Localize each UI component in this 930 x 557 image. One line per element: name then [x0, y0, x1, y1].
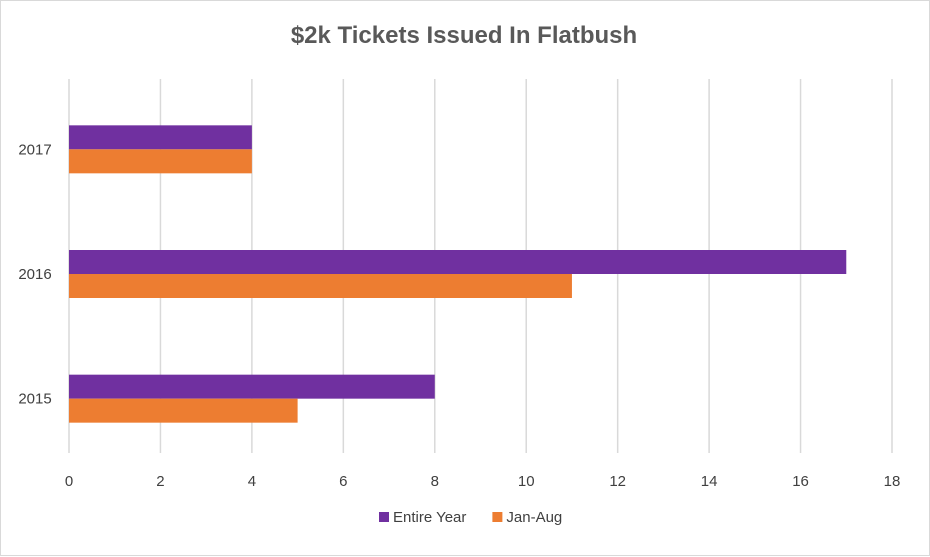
legend-swatch	[379, 512, 389, 522]
legend-label: Jan-Aug	[506, 509, 562, 526]
y-tick-label: 2015	[18, 391, 51, 408]
x-tick-label: 12	[609, 473, 626, 490]
bars	[69, 125, 847, 423]
chart-title: $2k Tickets Issued In Flatbush	[291, 22, 637, 49]
x-axis-ticks: 0 2 4 6 8 10 12 14 16 18	[65, 473, 901, 490]
x-tick-label: 0	[65, 473, 73, 490]
bar-jan-aug-2017	[69, 149, 252, 174]
legend: Entire Year Jan-Aug	[379, 509, 562, 526]
x-tick-label: 14	[701, 473, 718, 490]
bar-entire-year-2016	[69, 250, 847, 274]
x-tick-label: 10	[518, 473, 535, 490]
x-tick-label: 4	[248, 473, 256, 490]
x-tick-label: 18	[884, 473, 901, 490]
legend-swatch	[492, 512, 503, 522]
y-tick-label: 2017	[18, 141, 51, 158]
bar-jan-aug-2016	[69, 274, 572, 298]
legend-label: Entire Year	[393, 509, 466, 526]
y-axis-ticks: 2015 2016 2017	[18, 141, 51, 407]
x-tick-label: 16	[792, 473, 809, 490]
bar-entire-year-2015	[69, 374, 435, 399]
x-tick-label: 2	[156, 473, 164, 490]
bar-jan-aug-2015	[69, 398, 298, 423]
x-tick-label: 6	[339, 473, 347, 490]
bar-entire-year-2017	[69, 125, 252, 150]
x-tick-label: 8	[431, 473, 439, 490]
y-tick-label: 2016	[18, 266, 51, 283]
